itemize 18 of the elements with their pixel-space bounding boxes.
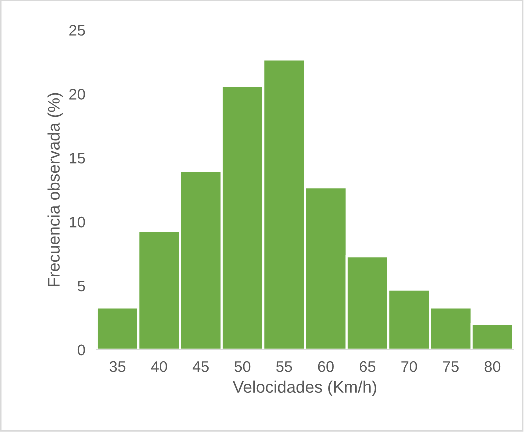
y-tick-label: 10 <box>70 216 86 228</box>
y-tick-label: 25 <box>70 25 86 36</box>
y-tick-label: 15 <box>70 153 86 164</box>
x-tick-label: 70 <box>402 361 418 372</box>
x-tick-label: 50 <box>234 361 251 372</box>
x-tick-label: 65 <box>360 361 376 372</box>
x-tick-label: 60 <box>318 361 334 372</box>
y-tick-label: 5 <box>78 281 86 292</box>
y-tick-label: 20 <box>70 89 86 100</box>
x-tick-label: 55 <box>276 362 292 372</box>
y-axis-title: Frecuencia observada (%) <box>48 93 64 286</box>
x-tick-label: 80 <box>484 361 501 372</box>
x-tick-label: 75 <box>443 362 459 372</box>
y-tick-label: 0 <box>78 344 86 356</box>
x-tick-label: 35 <box>110 361 126 372</box>
x-axis-title: Velocidades (Km/h) <box>233 380 376 396</box>
x-tick-label: 40 <box>151 361 168 372</box>
x-tick-label: 45 <box>192 362 209 372</box>
